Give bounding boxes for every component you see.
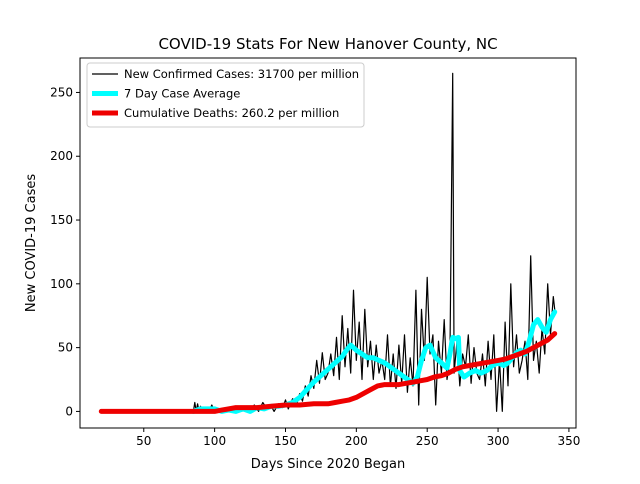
legend-box: [86, 62, 365, 128]
x-tick-label: 150: [274, 434, 297, 448]
x-tick-label: 300: [487, 434, 510, 448]
chart-title: COVID-19 Stats For New Hanover County, N…: [158, 35, 497, 53]
y-tick-label: 100: [50, 277, 73, 291]
y-tick-label: 50: [58, 341, 73, 355]
y-axis: 0 50 100 150 200 250: [50, 85, 80, 418]
x-tick-label: 250: [416, 434, 439, 448]
series-layer: [98, 72, 558, 414]
y-tick-label: 0: [65, 404, 73, 418]
y-tick-label: 250: [50, 85, 73, 99]
x-tick-label: 350: [557, 434, 580, 448]
x-tick-label: 200: [345, 434, 368, 448]
legend-label: New Confirmed Cases: 31700 per million: [124, 67, 359, 81]
legend-label: 7 Day Case Average: [124, 87, 240, 101]
legend: New Confirmed Cases: 31700 per million 7 …: [86, 62, 365, 128]
y-axis-label: New COVID-19 Cases: [24, 174, 39, 312]
x-tick-label: 100: [203, 434, 226, 448]
legend-label: Cumulative Deaths: 260.2 per million: [124, 106, 339, 120]
plot-frame: [79, 57, 577, 429]
y-tick-label: 150: [50, 213, 73, 227]
y-tick-label: 200: [50, 149, 73, 163]
series-line-cumulative-deaths: [98, 331, 558, 414]
x-tick-label: 50: [136, 434, 151, 448]
x-axis-label: Days Since 2020 Began: [251, 457, 406, 472]
x-axis: 50 100 150 200 250 300 350: [136, 428, 580, 448]
